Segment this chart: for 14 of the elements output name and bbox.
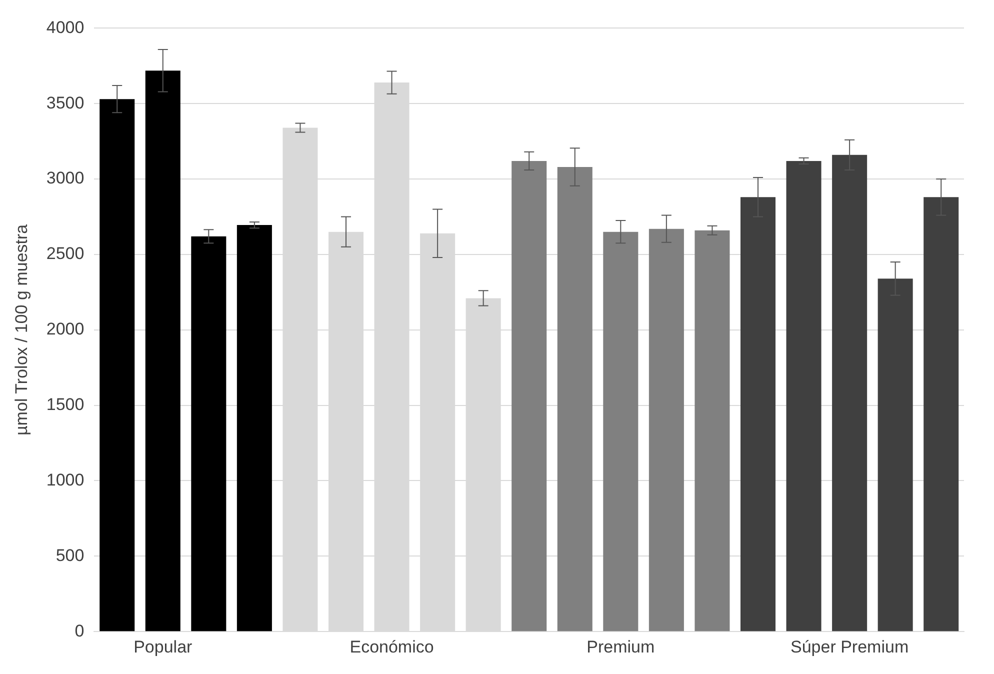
y-tick-label: 3000 xyxy=(46,168,84,188)
y-tick-label: 1500 xyxy=(46,395,84,414)
y-tick-label: 2500 xyxy=(46,244,84,264)
x-tick-label: Popular xyxy=(134,637,193,656)
y-tick-label: 0 xyxy=(74,621,84,640)
y-tick-label: 1000 xyxy=(46,470,84,490)
y-tick-label: 3500 xyxy=(46,93,84,112)
y-tick-label: 500 xyxy=(56,546,84,565)
x-tick-label: Económico xyxy=(350,637,434,656)
x-tick-label: Premium xyxy=(586,637,655,656)
y-tick-label: 2000 xyxy=(46,320,84,339)
y-tick-label: 4000 xyxy=(46,18,84,37)
x-tick-label: Súper Premium xyxy=(790,637,909,656)
y-axis-title: µmol Trolox / 100 g muestra xyxy=(12,224,31,436)
